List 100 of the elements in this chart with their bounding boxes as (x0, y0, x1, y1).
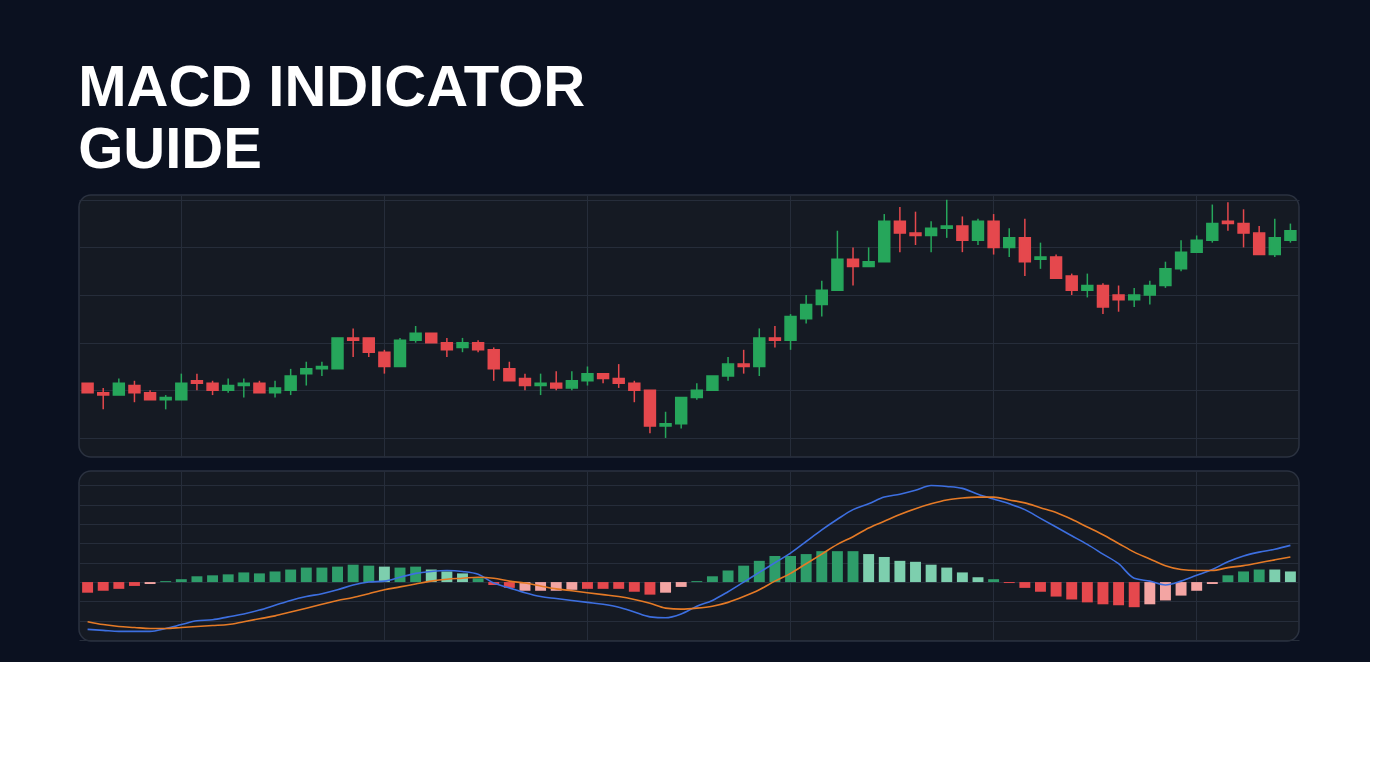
chart-title: MACD INDICATOR GUIDE (78, 53, 586, 181)
bar (1035, 582, 1046, 592)
candlestick (346, 327, 360, 358)
bar (113, 582, 125, 589)
bar (925, 564, 937, 583)
candlestick (956, 215, 969, 253)
bar (253, 573, 265, 583)
candlestick (362, 337, 375, 358)
candlestick (503, 360, 516, 382)
candlestick (628, 380, 641, 403)
candlestick (1252, 225, 1266, 256)
candlestick (1174, 239, 1188, 272)
bar (191, 576, 203, 583)
bar (941, 567, 953, 583)
candlestick (284, 368, 297, 396)
bar (332, 566, 343, 583)
candlestick (1018, 218, 1032, 277)
candlestick (1049, 253, 1063, 280)
bar (1159, 582, 1171, 601)
candlestick (862, 246, 875, 268)
candlestick (440, 337, 454, 358)
candlestick (815, 280, 828, 318)
candlestick (940, 199, 953, 239)
bar (628, 582, 640, 592)
bar (660, 582, 672, 593)
candlestick (737, 349, 750, 375)
bar (1066, 582, 1078, 600)
candlestick (237, 377, 251, 399)
candlestick (1143, 280, 1157, 306)
bar (363, 565, 375, 583)
bar (1284, 571, 1296, 583)
candlestick (1221, 201, 1235, 232)
candlestick (190, 372, 204, 392)
candlestick (1237, 208, 1250, 249)
candlestick (1112, 284, 1125, 313)
candlestick (909, 210, 922, 246)
bar (207, 575, 219, 583)
bar (566, 582, 578, 590)
bar (285, 569, 297, 583)
candlestick (128, 380, 141, 403)
bar (269, 571, 281, 583)
bar (613, 582, 625, 589)
candlestick (1268, 218, 1281, 258)
candlestick (550, 370, 563, 392)
candlestick (1081, 272, 1094, 299)
candlestick (565, 370, 579, 392)
bar (956, 572, 968, 583)
bar (316, 567, 328, 583)
candlestick (1065, 272, 1078, 296)
bar (472, 578, 484, 583)
candlestick (799, 294, 813, 325)
bar (972, 577, 984, 583)
candlestick (846, 246, 860, 287)
bar (910, 561, 921, 583)
candlestick (175, 372, 188, 401)
bar (785, 556, 796, 583)
candlestick (315, 360, 329, 377)
bar (222, 574, 234, 583)
bar (1128, 582, 1140, 608)
candlestick (768, 325, 782, 349)
bar (1253, 569, 1265, 583)
bar (675, 582, 687, 587)
candlestick (581, 365, 594, 387)
bar (988, 579, 1000, 583)
bar (1097, 582, 1109, 605)
candlestick (97, 387, 110, 411)
bar (722, 570, 734, 583)
candlestick (612, 363, 625, 389)
bar (644, 582, 656, 595)
candlestick (893, 206, 907, 253)
bar (878, 556, 890, 583)
candlestick (784, 313, 797, 351)
bar (97, 582, 109, 591)
candlestick (378, 349, 391, 375)
candlestick (1284, 222, 1297, 244)
bar (863, 554, 875, 583)
bar (1081, 582, 1093, 603)
candlestick (659, 411, 672, 439)
bar (1113, 582, 1125, 606)
bar (753, 560, 765, 583)
bar (347, 564, 359, 583)
candlestick (1034, 241, 1047, 270)
candlestick (534, 372, 547, 396)
bar (816, 551, 828, 583)
candlestick (1003, 227, 1016, 258)
bar (831, 551, 843, 583)
bar (738, 565, 750, 583)
candlestick (1206, 203, 1219, 244)
candlestick (1159, 260, 1172, 289)
bar (175, 579, 187, 583)
bar (1019, 582, 1031, 588)
candlestick (487, 346, 500, 382)
bar (800, 554, 812, 583)
bar (300, 567, 312, 583)
candlestick (924, 220, 938, 253)
candlestick (1127, 287, 1141, 308)
candlestick (971, 218, 985, 246)
bar (706, 576, 718, 583)
bar (1144, 582, 1156, 605)
candlestick (300, 360, 313, 387)
